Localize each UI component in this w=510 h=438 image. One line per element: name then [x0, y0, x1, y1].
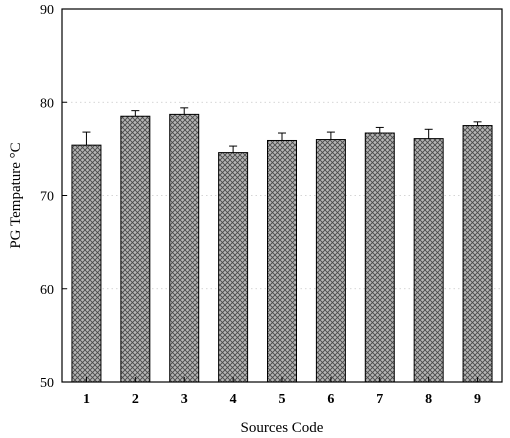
x-tick-label-6: 6 — [327, 392, 334, 407]
y-tick-label-90: 90 — [40, 3, 54, 18]
x-tick-label-1: 1 — [83, 392, 90, 407]
x-tick-label-5: 5 — [279, 392, 286, 407]
error-bar-2 — [131, 110, 140, 117]
bar-2 — [120, 115, 151, 383]
error-bar-3 — [180, 107, 189, 115]
y-tick-label-80: 80 — [40, 96, 54, 111]
error-bar-4 — [229, 145, 238, 153]
x-tick-label-7: 7 — [376, 392, 383, 407]
y-tick-label-50: 50 — [40, 376, 54, 391]
bar-9 — [462, 125, 493, 383]
bar-8 — [413, 138, 444, 383]
bar-4 — [218, 152, 249, 383]
bar-6 — [315, 139, 346, 383]
y-tick-label-60: 60 — [40, 283, 54, 298]
error-bar-5 — [278, 132, 286, 141]
bars — [71, 113, 493, 383]
x-axis-ticks: 1 2 3 4 5 6 7 8 9 — [83, 377, 481, 407]
x-tick-label-9: 9 — [474, 392, 481, 407]
x-axis-title: Sources Code — [241, 420, 324, 436]
bar-1 — [71, 144, 102, 383]
error-bar-6 — [326, 131, 335, 140]
bar-5 — [267, 139, 297, 383]
y-tick-label-70: 70 — [40, 190, 54, 205]
error-bar-1 — [82, 131, 91, 146]
error-bar-7 — [375, 126, 384, 134]
y-axis-title: PG Tempature °C — [8, 142, 24, 248]
error-bar-8 — [424, 128, 433, 139]
x-tick-label-4: 4 — [230, 392, 237, 407]
error-bar-9 — [473, 121, 482, 126]
bar-7 — [364, 132, 395, 383]
error-bars — [82, 107, 482, 153]
x-tick-label-8: 8 — [425, 392, 432, 407]
y-axis-ticks: 50 60 70 80 90 — [40, 3, 67, 391]
x-tick-label-2: 2 — [132, 392, 139, 407]
x-tick-label-3: 3 — [181, 392, 188, 407]
bar-3 — [169, 113, 200, 383]
